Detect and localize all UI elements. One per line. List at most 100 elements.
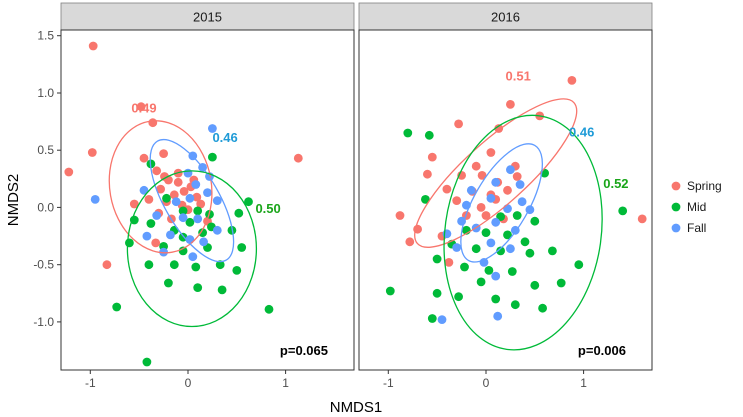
- strip-2015-background: [60, 2, 355, 31]
- point-spring-2015-5: [159, 149, 169, 159]
- point-spring-2016-7: [471, 161, 481, 171]
- point-fall-2016-0: [491, 177, 501, 187]
- axes: -1.0 -0.5 0.0 0.5 1.0 1.5 -1 0 1 -1 0 1: [33, 29, 587, 390]
- point-mid-2015-12: [185, 217, 195, 227]
- point-fall-2015-11: [178, 213, 188, 223]
- point-spring-2015-24: [102, 260, 112, 270]
- point-mid-2015-1: [112, 302, 122, 312]
- point-spring-2015-18: [196, 199, 206, 209]
- point-fall-2016-17: [437, 315, 447, 324]
- point-mid-2016-23: [530, 280, 540, 290]
- point-mid-2015-25: [164, 278, 173, 288]
- legend-label-mid: Mid: [687, 200, 706, 214]
- point-mid-2015-23: [215, 260, 225, 270]
- point-spring-2016-0: [567, 76, 577, 85]
- ellipse-label-mid-2015: 0.50: [255, 201, 280, 216]
- p-value-2016: p=0.006: [578, 343, 626, 358]
- point-mid-2015-18: [178, 246, 188, 256]
- point-mid-2016-15: [525, 248, 535, 258]
- point-spring-2015-4: [148, 118, 158, 128]
- point-fall-2015-9: [171, 197, 181, 207]
- x-tick-label-1-2: 1: [580, 376, 587, 390]
- ellipse-label-mid-2016: 0.52: [603, 176, 628, 191]
- point-mid-2015-3: [208, 152, 217, 162]
- panel-2016: 2016 0.51 0.46 0.52 p=0.006: [358, 2, 653, 371]
- point-mid-2016-31: [538, 303, 547, 313]
- point-mid-2016-14: [496, 246, 505, 256]
- point-mid-2016-9: [481, 228, 491, 238]
- point-spring-2016-5: [427, 152, 437, 162]
- point-spring-2016-26: [444, 258, 454, 267]
- point-mid-2015-4: [162, 193, 171, 203]
- point-mid-2015-8: [234, 208, 244, 218]
- ellipse-fall-2016: [460, 143, 544, 263]
- point-fall-2015-12: [193, 214, 203, 224]
- point-fall-2016-3: [486, 193, 496, 203]
- point-mid-2015-22: [191, 262, 201, 272]
- point-spring-2015-23: [151, 238, 161, 248]
- y-axis-title: NMDS2: [5, 174, 22, 227]
- point-mid-2016-4: [618, 206, 628, 216]
- point-spring-2015-7: [152, 166, 162, 176]
- point-spring-2015-25: [293, 153, 303, 163]
- point-spring-2016-28: [512, 172, 522, 181]
- point-fall-2016-13: [506, 244, 515, 254]
- strip-2015-label: 2015: [193, 10, 222, 25]
- point-mid-2016-22: [476, 277, 486, 287]
- point-mid-2016-2: [421, 195, 430, 204]
- point-fall-2016-12: [486, 238, 496, 248]
- point-mid-2015-10: [146, 219, 156, 228]
- point-mid-2015-5: [178, 206, 188, 216]
- point-mid-2016-19: [484, 266, 494, 275]
- point-spring-2016-4: [494, 124, 504, 133]
- point-mid-2016-28: [491, 294, 501, 304]
- legend-key-fall: [671, 223, 681, 233]
- point-fall-2015-1: [90, 195, 100, 204]
- point-fall-2016-19: [517, 197, 527, 207]
- point-mid-2016-7: [530, 216, 540, 226]
- x-tick-label-0-2: 1: [282, 376, 289, 390]
- point-mid-2015-0: [142, 357, 152, 367]
- ellipse-label-spring-2015: 0.49: [131, 100, 156, 115]
- point-spring-2015-0: [88, 41, 98, 51]
- point-mid-2016-20: [507, 267, 517, 276]
- point-spring-2016-25: [405, 237, 415, 247]
- point-spring-2015-19: [129, 199, 139, 209]
- x-tick-label-0-0: -1: [85, 376, 96, 390]
- point-fall-2015-16: [199, 237, 209, 247]
- x-tick-label-1-0: -1: [383, 376, 394, 390]
- ellipse-spring-2016: [414, 98, 578, 248]
- x-tick-label-0-1: 0: [185, 376, 192, 390]
- y-tick-label-0: -1.0: [33, 315, 54, 329]
- point-fall-2015-13: [152, 211, 162, 220]
- point-fall-2015-8: [212, 196, 222, 206]
- ellipse-mid-2016: [443, 114, 603, 351]
- point-fall-2016-9: [491, 217, 501, 227]
- ellipse-label-fall-2016: 0.46: [569, 125, 594, 140]
- point-mid-2016-5: [496, 212, 505, 222]
- point-spring-2016-10: [477, 171, 487, 180]
- legend: Spring Mid Fall: [671, 179, 722, 235]
- point-fall-2015-17: [142, 231, 152, 241]
- point-fall-2016-15: [452, 243, 462, 252]
- point-spring-2016-12: [423, 169, 432, 179]
- y-tick-label-2: 0.0: [37, 200, 54, 214]
- point-spring-2016-22: [395, 211, 405, 220]
- point-mid-2016-21: [574, 260, 584, 270]
- point-mid-2016-30: [427, 314, 437, 323]
- strip-2016-label: 2016: [491, 10, 520, 25]
- point-fall-2015-7: [203, 188, 212, 198]
- plot-area-2016: [358, 29, 653, 371]
- point-spring-2016-15: [503, 185, 512, 195]
- point-fall-2015-21: [212, 225, 222, 235]
- point-mid-2016-1: [424, 130, 434, 140]
- y-tick-label-5: 1.5: [37, 29, 54, 43]
- ellipse-mid-2015: [126, 170, 258, 328]
- point-fall-2015-0: [208, 124, 217, 133]
- point-fall-2016-16: [491, 271, 501, 281]
- point-spring-2015-12: [179, 187, 189, 196]
- point-spring-2016-1: [506, 100, 515, 109]
- point-spring-2015-15: [144, 195, 154, 204]
- point-fall-2015-6: [191, 180, 201, 189]
- point-spring-2015-10: [156, 184, 166, 194]
